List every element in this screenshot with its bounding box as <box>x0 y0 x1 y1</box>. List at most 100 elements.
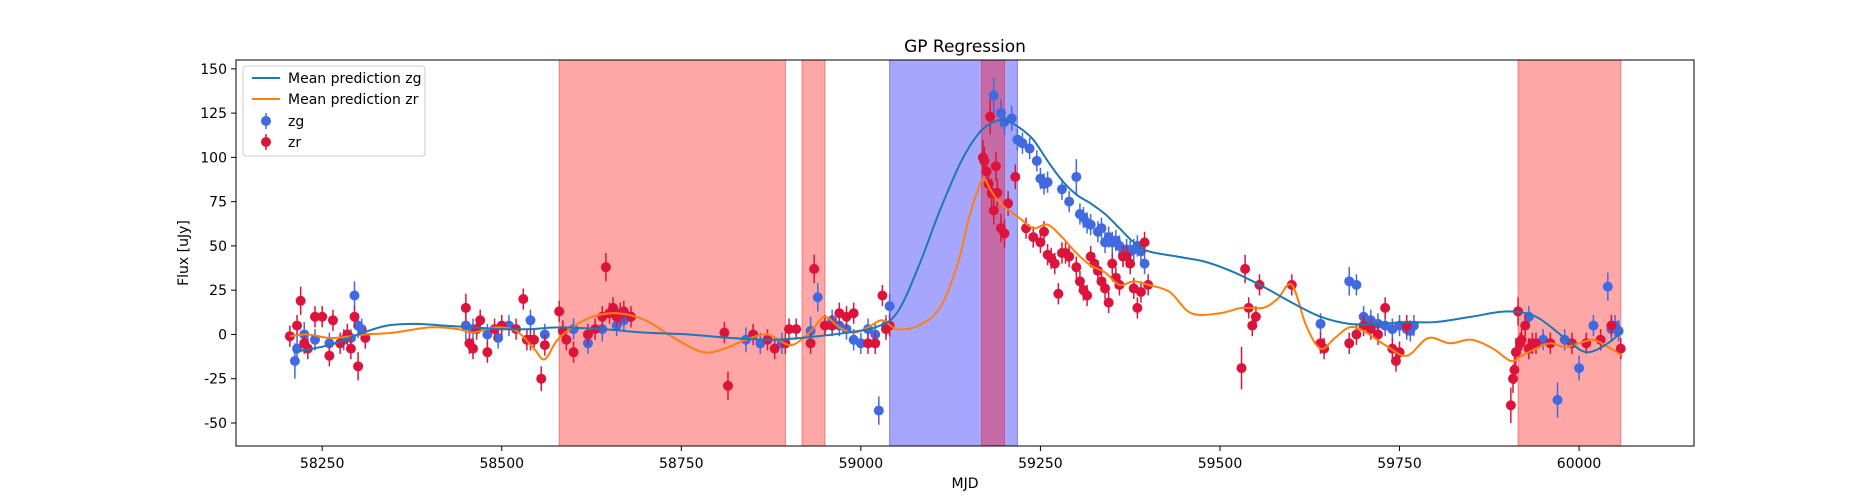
x-tick-label: 59000 <box>839 456 884 472</box>
zr-point <box>1074 276 1085 287</box>
zr-point <box>877 290 888 301</box>
zg-point <box>493 332 504 343</box>
legend-label-zr: zr <box>288 135 301 151</box>
zg-point <box>1351 279 1362 290</box>
y-tick-label: 75 <box>209 195 227 211</box>
legend-swatch-marker-zg <box>261 116 271 126</box>
zr-point <box>990 161 1001 172</box>
zr-point <box>1240 263 1251 274</box>
zg-point <box>1552 394 1563 405</box>
zg-point <box>1056 184 1067 195</box>
zg-point <box>1017 138 1028 149</box>
zg-point <box>812 292 823 303</box>
zr-point <box>1028 232 1039 243</box>
zr-point <box>1510 347 1521 358</box>
y-tick-label: 25 <box>209 283 227 299</box>
mean-prediction-zr-line <box>289 177 1623 363</box>
zr-point <box>284 331 295 342</box>
y-axis-ticks: -50 -25 0 25 50 75 100 125 150 <box>200 62 236 432</box>
zr-point <box>1010 171 1021 182</box>
zr-point <box>536 373 547 384</box>
zr-point <box>1365 324 1376 335</box>
x-tick-label: 59500 <box>1198 456 1243 472</box>
zg-point <box>1574 363 1585 374</box>
shaded-regions <box>558 59 1622 447</box>
zr-point <box>999 228 1010 239</box>
zr-point <box>1509 364 1520 375</box>
zr-point <box>345 343 356 354</box>
zr-point <box>600 262 611 273</box>
zr-point <box>353 361 364 372</box>
zr-point <box>1372 329 1383 340</box>
zr-point <box>1247 320 1258 331</box>
zr-point <box>870 338 881 349</box>
legend-entry-mean-prediction-zr: Mean prediction zr <box>252 92 419 108</box>
zr-point <box>1103 297 1114 308</box>
zr-point <box>310 311 321 322</box>
zr-point <box>1082 290 1093 301</box>
zr-point <box>784 324 795 335</box>
legend-label-zg: zg <box>288 114 304 130</box>
zr-point <box>582 329 593 340</box>
x-axis-ticks: 58250 58500 58750 59000 59250 59500 59750 60000 <box>300 446 1601 472</box>
zr-point <box>819 320 830 331</box>
zg-point <box>1613 325 1624 336</box>
zr-point <box>317 311 328 322</box>
legend-entry-mean-prediction-zg: Mean prediction zg <box>252 71 422 87</box>
zr-point <box>985 111 996 122</box>
zg-point <box>873 405 884 416</box>
zr-point <box>1135 286 1146 297</box>
y-tick-label: 150 <box>200 62 227 78</box>
x-axis-title: MJD <box>952 476 979 492</box>
x-tick-label: 58750 <box>659 456 704 472</box>
zr-point <box>1530 338 1541 349</box>
zg-point <box>482 329 493 340</box>
zg-point <box>988 90 999 101</box>
zr-point <box>1139 237 1150 248</box>
zg-point <box>1588 320 1599 331</box>
zr-point <box>1107 258 1118 269</box>
legend-label-mean-prediction-zr: Mean prediction zr <box>288 92 419 108</box>
zr-point <box>1125 258 1136 269</box>
zr-point <box>805 338 816 349</box>
zr-point <box>468 343 479 354</box>
zr-point <box>324 350 335 361</box>
x-tick-label: 60000 <box>1557 456 1602 472</box>
zr-point <box>1049 258 1060 269</box>
zg-point <box>349 290 360 301</box>
zr-point <box>568 347 579 358</box>
zr-point <box>1615 343 1626 354</box>
zr-point <box>1064 251 1075 262</box>
zr-point <box>561 334 572 345</box>
y-tick-label: -25 <box>204 372 227 388</box>
zg-point <box>1139 258 1150 269</box>
zg-point <box>1096 223 1107 234</box>
zr-point <box>292 320 303 331</box>
zg-point <box>855 338 866 349</box>
zr-point <box>1236 363 1247 374</box>
mean-prediction-zg-line <box>293 118 1623 354</box>
zr-point <box>1053 288 1064 299</box>
legend-entry-zr: zr <box>261 134 301 151</box>
legend-swatch-marker-zr <box>261 137 271 147</box>
zr-point <box>809 263 820 274</box>
legend-box <box>242 65 426 157</box>
plot-frame <box>235 59 1695 447</box>
zr-point <box>295 295 306 306</box>
zr-point <box>1606 320 1617 331</box>
x-tick-label: 59250 <box>1018 456 1063 472</box>
zr-point <box>482 347 493 358</box>
zr-point <box>518 294 529 305</box>
zr-point <box>475 315 486 326</box>
zr-point <box>722 380 733 391</box>
zr-point <box>1039 226 1050 237</box>
x-tick-label: 58250 <box>300 456 345 472</box>
zr-point <box>460 302 471 313</box>
zr-point <box>1380 302 1391 313</box>
zg-point <box>1024 143 1035 154</box>
zr-point <box>1100 283 1111 294</box>
zg-point <box>1085 219 1096 230</box>
zg-point <box>884 301 895 312</box>
shaded-region-zr <box>801 59 826 447</box>
x-tick-label: 59750 <box>1377 456 1422 472</box>
